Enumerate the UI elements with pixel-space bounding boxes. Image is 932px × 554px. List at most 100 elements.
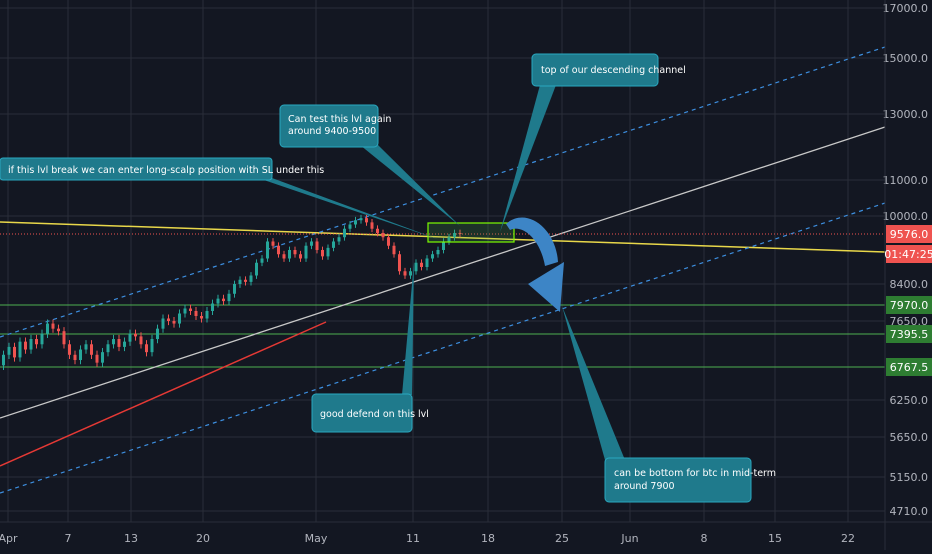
candle-body (359, 218, 363, 221)
candle-body (238, 279, 242, 284)
candle-body (392, 245, 396, 255)
date-tick-label: 25 (555, 532, 569, 545)
candle-body (178, 313, 181, 324)
date-tick-label: 18 (481, 532, 495, 545)
candle-body (288, 249, 291, 259)
date-tick-label: 11 (406, 532, 420, 545)
candle-body (249, 275, 253, 282)
candle-body (315, 241, 319, 250)
callout-test-level-line-1: Can test this lvl again (288, 114, 391, 125)
candle-body (387, 237, 390, 246)
callout-long-scalp-text: if this lvl break we can enter long-scal… (8, 165, 324, 176)
price-badges: 9576.0 01:47:25 7970.0 7395.5 6767.5 (884, 225, 932, 376)
candle-body (321, 249, 324, 257)
price-tick-label: 4710.0 (890, 505, 929, 518)
candle-body (354, 220, 357, 225)
candle-body (161, 318, 165, 329)
price-badge-label: 9576.0 (890, 228, 929, 241)
channel-lower-line (0, 202, 886, 494)
callout-channel-top[interactable]: top of our descending channel (500, 53, 686, 232)
candle-body (145, 344, 148, 353)
candle-body (205, 311, 209, 319)
candle-body (95, 354, 99, 363)
candle-body (271, 241, 275, 246)
candle-body (244, 279, 247, 282)
price-badge (886, 296, 932, 314)
callout-bottom-mid-term[interactable]: can be bottom for btc in mid-term around… (562, 306, 776, 503)
date-tick-label: 7 (65, 532, 72, 545)
time-axis[interactable]: Apr 7 13 20 May 11 18 25 Jun 8 15 22 (0, 521, 932, 545)
resistance-zone[interactable] (427, 222, 515, 243)
price-tick-label: 11000.0 (883, 174, 929, 187)
candle-body (167, 318, 170, 321)
candle-body (101, 352, 104, 363)
candle-body (282, 254, 286, 259)
candle-body (123, 341, 126, 347)
horizontal-levels (0, 304, 885, 368)
price-tick-label: 6250.0 (890, 394, 929, 407)
candle-body (260, 258, 264, 263)
white-support-line (0, 126, 886, 419)
candle-body (332, 241, 335, 248)
candle-body (453, 232, 456, 238)
candle-body (343, 228, 346, 238)
candle-body (51, 323, 55, 329)
callout-bottom-mid-term-line-2: around 7900 (614, 481, 675, 492)
candle-body (337, 237, 341, 242)
candle-body (189, 308, 192, 311)
candle-body (57, 328, 60, 332)
candle-body (183, 308, 187, 314)
candle-body (299, 254, 302, 259)
candle-body (381, 232, 385, 238)
candle-body (7, 346, 11, 355)
candle-body (73, 354, 77, 361)
date-tick-label: 22 (841, 532, 855, 545)
candle-body (79, 349, 82, 361)
date-tick-label: 20 (196, 532, 210, 545)
callout-test-level[interactable]: Can test this lvl again around 9400-9500 (279, 104, 460, 226)
candle-body (255, 262, 258, 276)
price-tick-label: 15000.0 (883, 52, 929, 65)
price-badge-label: 6767.5 (890, 361, 929, 374)
price-badge (886, 358, 932, 376)
candle-body (128, 333, 132, 342)
candle-body (112, 339, 115, 345)
candle-body (62, 331, 66, 345)
date-tick-label: 15 (768, 532, 782, 545)
chart-grid (0, 0, 885, 522)
candle-body (35, 339, 38, 345)
price-badge (886, 245, 932, 263)
candle-body (266, 241, 269, 259)
candle-body (40, 333, 44, 345)
candle-body (84, 344, 88, 350)
callout-channel-top-text: top of our descending channel (541, 65, 686, 76)
red-trend-line (0, 321, 327, 467)
candle-body (46, 323, 49, 334)
candle-body (425, 258, 429, 267)
price-axis[interactable]: 17000.0 15000.0 13000.0 11000.0 10000.0 8400.… (883, 0, 929, 550)
date-tick-label: 13 (124, 532, 138, 545)
candle-body (420, 262, 423, 267)
candle-body (277, 245, 280, 255)
candle-body (222, 298, 225, 302)
price-badge-label: 01:47:25 (884, 248, 932, 261)
price-badge-label: 7395.5 (890, 328, 929, 341)
candle-body (2, 354, 5, 366)
callout-good-defend-text: good defend on this lvl (320, 409, 429, 420)
callout-long-scalp[interactable]: if this lvl break we can enter long-scal… (0, 157, 440, 240)
callout-bottom-mid-term-line-1: can be bottom for btc in mid-term (614, 468, 776, 479)
candle-body (304, 245, 308, 259)
candle-body (370, 222, 374, 229)
candle-body (348, 224, 352, 229)
candle-body (431, 254, 434, 259)
price-tick-label: 10000.0 (883, 210, 929, 223)
candle-body (414, 262, 418, 272)
candle-body (90, 344, 93, 355)
candle-body (150, 339, 154, 353)
candle-body (106, 344, 110, 353)
candle-body (117, 339, 121, 347)
candle-body (365, 218, 368, 223)
price-tick-label: 5650.0 (890, 431, 929, 444)
callout-good-defend[interactable]: good defend on this lvl (311, 262, 429, 433)
